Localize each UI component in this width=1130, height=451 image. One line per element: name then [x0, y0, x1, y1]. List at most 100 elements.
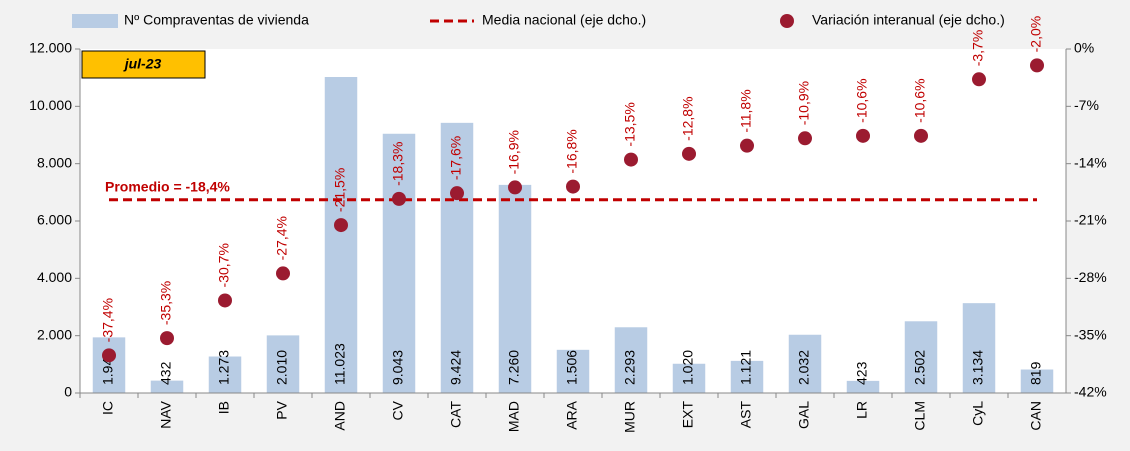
x-tick-label: GAL	[796, 401, 812, 429]
dot-value-label: -35,3%	[158, 281, 174, 325]
annotation: jul-23	[123, 56, 162, 72]
bar-value-label: 7.260	[506, 350, 522, 385]
dot	[798, 131, 812, 146]
dot	[740, 138, 754, 153]
bar	[150, 380, 184, 393]
x-tick-label: CLM	[912, 401, 928, 431]
legend-label: Media nacional (eje dcho.)	[482, 12, 646, 28]
bar	[556, 349, 590, 393]
x-tick-label: MUR	[622, 401, 638, 433]
bar-value-label: 1.020	[680, 350, 696, 385]
y2-tick-label: -28%	[1074, 269, 1107, 285]
y-tick-label: 8.000	[37, 154, 72, 170]
legend-label: Nº Compraventas de vivienda	[124, 12, 309, 28]
dot-value-label: -2,0%	[1028, 16, 1044, 53]
bar	[498, 184, 532, 393]
bar	[672, 363, 706, 393]
legend-swatch	[780, 14, 794, 28]
x-tick-label: IB	[216, 401, 232, 414]
bar-value-label: 2.502	[912, 350, 928, 385]
bar-value-label: 432	[158, 361, 174, 385]
dot	[856, 128, 870, 143]
y2-tick-label: -42%	[1074, 384, 1107, 400]
plot-area	[80, 49, 1066, 393]
y-tick-label: 2.000	[37, 326, 72, 342]
dot	[566, 179, 580, 194]
x-tick-label: AND	[332, 401, 348, 431]
dot-value-label: -30,7%	[216, 243, 232, 287]
bar	[904, 321, 938, 393]
bar-value-label: 9.424	[448, 350, 464, 385]
y-tick-label: 10.000	[29, 97, 72, 113]
dot-value-label: -27,4%	[274, 216, 290, 260]
dot	[160, 331, 174, 346]
x-tick-label: IC	[100, 401, 116, 415]
bar-value-label: 819	[1028, 361, 1044, 385]
x-tick-label: CAT	[448, 401, 464, 428]
bar-value-label: 1.506	[564, 350, 580, 385]
dot-value-label: -16,9%	[506, 130, 522, 174]
reference-label: Promedio = -18,4%	[105, 178, 230, 194]
x-tick-label: MAD	[506, 401, 522, 432]
y-tick-label: 4.000	[37, 269, 72, 285]
bar-value-label: 2.010	[274, 350, 290, 385]
dot-value-label: -3,7%	[970, 30, 986, 67]
bar-value-label: 2.293	[622, 350, 638, 385]
dot-value-label: -12,8%	[680, 96, 696, 140]
dot	[218, 293, 232, 308]
y2-tick-label: -35%	[1074, 326, 1107, 342]
dot	[102, 348, 116, 363]
bar	[1020, 369, 1054, 393]
bar-value-label: 1.121	[738, 350, 754, 385]
bar	[788, 334, 822, 393]
dot-value-label: -18,3%	[390, 142, 406, 186]
bar	[208, 356, 242, 393]
dot-value-label: -13,5%	[622, 102, 638, 146]
x-tick-label: PV	[274, 400, 290, 419]
annotation-box	[81, 50, 206, 79]
bar	[382, 133, 416, 393]
bar-value-label: 423	[854, 361, 870, 385]
legend-swatch	[72, 14, 118, 28]
dot	[334, 218, 348, 233]
y-tick-label: 6.000	[37, 212, 72, 228]
bar-value-label: 1.273	[216, 350, 232, 385]
dot-value-label: -17,6%	[448, 136, 464, 180]
bar-value-label: 9.043	[390, 350, 406, 385]
x-tick-label: ARA	[564, 400, 580, 429]
bar	[962, 303, 996, 393]
x-tick-label: NAV	[158, 400, 174, 428]
dot	[682, 146, 696, 161]
y2-tick-label: -14%	[1074, 154, 1107, 170]
bar	[92, 337, 126, 393]
dot	[508, 180, 522, 195]
dot	[450, 186, 464, 201]
dot	[392, 191, 406, 206]
y2-tick-label: -21%	[1074, 212, 1107, 228]
dot	[624, 152, 638, 167]
bar-value-label: 11.023	[332, 343, 348, 385]
dot	[276, 266, 290, 281]
dot	[914, 128, 928, 143]
bar	[614, 327, 648, 393]
x-tick-label: AST	[738, 401, 754, 429]
legend-label: Variación interanual (eje dcho.)	[812, 12, 1005, 28]
y-tick-label: 0	[64, 384, 72, 400]
bar	[324, 77, 358, 394]
x-tick-label: CAN	[1028, 401, 1044, 431]
dot-value-label: -10,9%	[796, 81, 812, 125]
dot-value-label: -37,4%	[100, 298, 116, 342]
dot-value-label: -21,5%	[332, 168, 348, 212]
y-tick-label: 12.000	[29, 40, 72, 56]
x-tick-label: EXT	[680, 401, 696, 429]
dot-value-label: -10,6%	[912, 78, 928, 122]
y2-tick-label: 0%	[1074, 40, 1094, 56]
y2-tick-label: -7%	[1074, 97, 1099, 113]
x-tick-label: CV	[390, 400, 406, 420]
dot	[972, 72, 986, 87]
x-tick-label: CyL	[970, 401, 986, 426]
dot-value-label: -16,8%	[564, 129, 580, 173]
bar	[266, 335, 300, 393]
